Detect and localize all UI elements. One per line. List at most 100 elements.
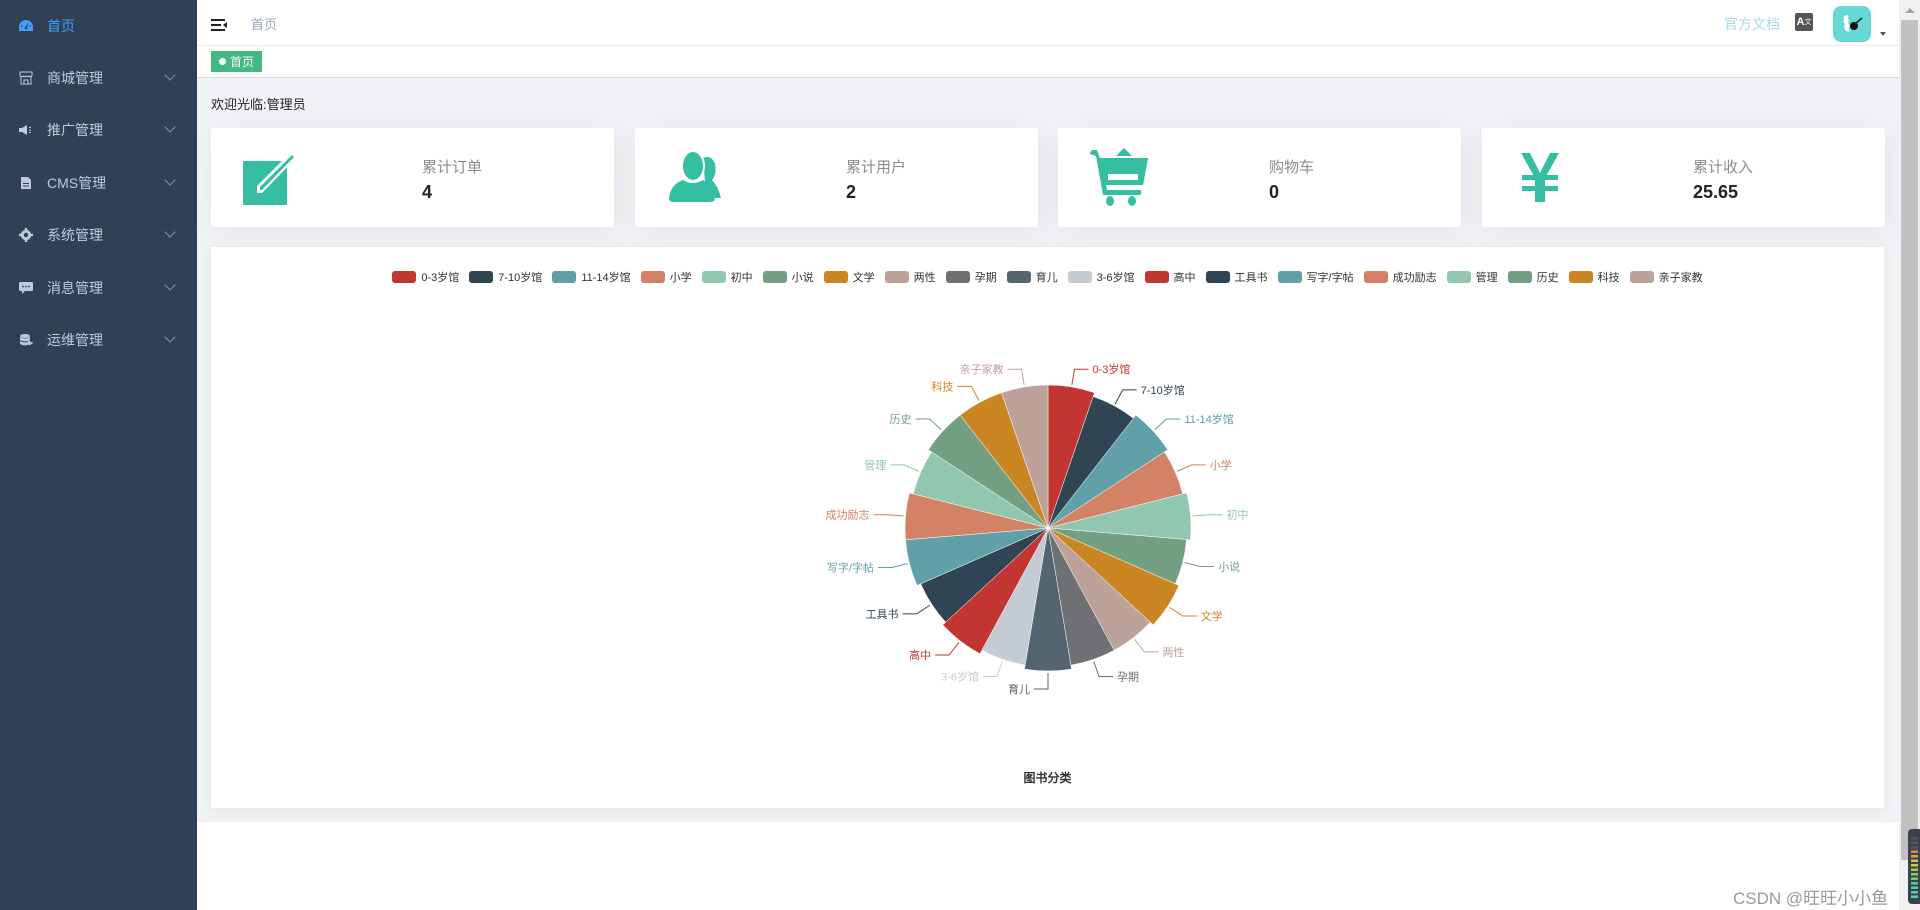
label-line [1154,418,1181,431]
tag-home[interactable]: 首页 [211,51,263,72]
label-line [983,661,1003,677]
chevron-down-icon [164,226,176,238]
legend-label: 科技 [1597,272,1620,284]
chevron-down-icon [164,121,176,133]
legend-item[interactable]: 管理 [1446,269,1498,285]
legend-item[interactable]: 亲子家教 [1629,269,1703,285]
card-value: 0 [1269,182,1280,202]
stat-card-orders[interactable]: 累计订单 4 [211,128,614,227]
legend-swatch [640,271,665,283]
slice-label: 文学 [1201,609,1223,623]
legend-label: 7-10岁馆 [498,272,543,284]
active-dot-icon [219,58,226,65]
message-icon [19,281,33,295]
slice-label: 亲子家教 [960,362,1004,376]
legend-item[interactable]: 0-3岁馆 [392,269,459,285]
label-line [1184,562,1215,568]
legend-item[interactable]: 高中 [1144,269,1196,285]
legend-item[interactable]: 写字/字帖 [1277,269,1354,285]
label-line [1176,464,1206,472]
watermark: CSDN @旺旺小小鱼 [1733,889,1889,908]
avatar[interactable] [1833,6,1871,42]
chart-legend: 0-3岁馆 7-10岁馆 11-14岁馆 小学 初中 小说 文学 两性 孕期 育儿 3-6岁馆 高中 工… [211,269,1884,285]
pie-slice[interactable] [1047,492,1192,541]
legend-item[interactable]: 孕期 [945,269,997,285]
legend-label: 孕期 [974,272,997,284]
caret-down-icon[interactable] [1880,32,1886,36]
slice-label: 7-10岁馆 [1141,383,1185,397]
sidebar-item-promotion[interactable]: 推广管理 [0,104,197,156]
label-line [902,604,931,615]
edit-icon [241,148,303,206]
sidebar-item-message[interactable]: 消息管理 [0,262,197,314]
sidebar-item-label: 商城管理 [47,70,103,86]
pie-slice[interactable] [1024,527,1072,672]
sidebar-item-label: CMS管理 [47,175,107,191]
legend-swatch [1277,271,1302,283]
legend-item[interactable]: 小说 [762,269,814,285]
pie-slice[interactable] [942,527,1049,655]
legend-item[interactable]: 历史 [1507,269,1559,285]
document-icon [19,176,33,190]
pie-slice[interactable] [1047,527,1180,626]
scrollbar-thumb[interactable] [1901,20,1918,860]
legend-item[interactable]: 两性 [884,269,936,285]
megaphone-icon [19,123,33,137]
server-icon [19,333,33,347]
legend-label: 0-3岁馆 [421,272,460,284]
legend-label: 小学 [669,272,692,284]
legend-item[interactable]: 文学 [823,269,875,285]
slice-label: 孕期 [1117,670,1139,683]
scroll-up-arrow-icon[interactable] [1905,8,1915,13]
legend-item[interactable]: 7-10岁馆 [469,269,542,285]
label-line [1114,389,1137,405]
pie-slice[interactable] [1001,384,1049,529]
sidebar-item-cms[interactable]: CMS管理 [0,157,197,209]
stat-card-cart[interactable]: 购物车 0 [1058,128,1461,227]
stat-card-users[interactable]: 累计用户 2 [635,128,1038,227]
level-meter-widget [1908,829,1920,904]
legend-swatch [1006,271,1031,283]
tags-view-bar: 首页 [197,46,1899,78]
legend-item[interactable]: 小学 [640,269,692,285]
sidebar-item-label: 系统管理 [47,227,103,243]
legend-label: 3-6岁馆 [1096,272,1135,284]
sidebar-item-system[interactable]: 系统管理 [0,209,197,261]
legend-label: 11-14岁馆 [581,272,631,284]
label-line [1071,368,1089,386]
slice-label: 历史 [890,413,912,426]
sidebar-item-mall[interactable]: 商城管理 [0,52,197,104]
page-scrollbar[interactable] [1899,0,1920,910]
legend-label: 育儿 [1035,272,1058,284]
legend-item[interactable]: 育儿 [1006,269,1058,285]
chevron-down-icon [164,279,176,291]
legend-swatch [392,271,417,283]
stat-card-revenue[interactable]: 累计收入 25.65 [1482,128,1885,227]
legend-item[interactable]: 工具书 [1205,269,1268,285]
slice-label: 管理 [864,458,886,472]
label-line [1192,514,1223,517]
sidebar-item-home[interactable]: 首页 [0,0,197,52]
card-label: 累计订单 [422,159,483,176]
legend-item[interactable]: 科技 [1568,269,1620,285]
docs-link[interactable]: 官方文档 [1724,16,1780,32]
dashboard-icon [19,19,33,33]
slice-label: 11-14岁馆 [1184,412,1233,426]
card-value: 25.65 [1693,182,1739,202]
pie-slice[interactable] [1047,414,1169,529]
gear-icon [19,228,33,242]
legend-swatch [1446,271,1471,283]
legend-item[interactable]: 成功励志 [1363,269,1437,285]
sidebar-item-ops[interactable]: 运维管理 [0,314,197,366]
slice-label: 初中 [1226,508,1248,522]
legend-item[interactable]: 11-14岁馆 [552,269,631,285]
legend-swatch [1568,271,1593,283]
users-icon [665,148,727,206]
legend-item[interactable]: 初中 [701,269,753,285]
slice-label: 小学 [1210,458,1232,472]
pie-slice[interactable] [904,492,1049,541]
legend-label: 管理 [1475,272,1498,284]
legend-item[interactable]: 3-6岁馆 [1067,269,1135,285]
hamburger-toggle-icon[interactable] [211,19,227,32]
